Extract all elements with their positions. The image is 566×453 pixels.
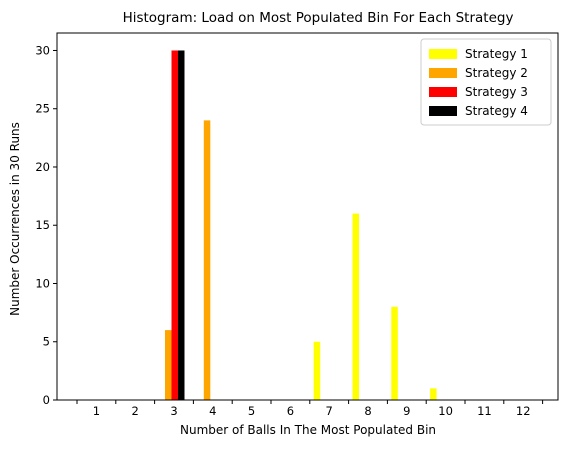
legend-swatch — [429, 106, 457, 116]
x-axis-label: Number of Balls In The Most Populated Bi… — [180, 423, 436, 437]
plot-frame — [56, 32, 559, 401]
y-axis-label: Number Occurrences in 30 Runs — [8, 122, 22, 316]
y-tick-label: 5 — [43, 335, 50, 349]
x-tick-label: 11 — [477, 404, 492, 418]
bar-strategy-1-8 — [352, 213, 359, 400]
bar-strategy-1-10 — [430, 388, 437, 400]
x-tick-label: 10 — [438, 404, 453, 418]
y-tick-label: 15 — [35, 218, 50, 232]
bar-strategy-2-4 — [203, 120, 211, 400]
bar-strategy-3-3 — [171, 50, 178, 400]
bars-layer — [165, 50, 437, 400]
x-tick-label: 12 — [516, 404, 531, 418]
legend: Strategy 1 Strategy 2 Strategy 3 Strategy 4 — [420, 38, 552, 126]
legend-entry-label: Strategy 4 — [465, 104, 528, 118]
chart-title: Histogram: Load on Most Populated Bin Fo… — [123, 10, 514, 26]
bar-strategy-2-3 — [165, 330, 172, 400]
x-tick-label: 8 — [364, 404, 371, 418]
legend-entry-label: Strategy 2 — [465, 66, 528, 80]
x-tick-label: 1 — [93, 404, 100, 418]
y-tick-label: 10 — [35, 276, 50, 290]
x-tick-label: 4 — [209, 404, 216, 418]
legend-entry-label: Strategy 3 — [465, 85, 528, 99]
x-tick-label: 3 — [170, 404, 177, 418]
x-tick-label: 5 — [248, 404, 255, 418]
y-tick-label: 0 — [43, 393, 50, 407]
x-tick-label: 2 — [132, 404, 139, 418]
legend-swatch — [429, 49, 457, 59]
y-tick-label: 20 — [35, 160, 50, 174]
legend-swatch — [429, 68, 457, 78]
x-tick-label: 9 — [403, 404, 410, 418]
x-tick-label: 6 — [287, 404, 294, 418]
legend-box — [420, 38, 552, 126]
y-tick-label: 30 — [35, 43, 50, 57]
bar-strategy-4-3 — [178, 50, 185, 400]
legend-entry-label: Strategy 1 — [465, 47, 528, 61]
legend-swatch — [429, 87, 457, 97]
y-tick-label: 25 — [35, 102, 50, 116]
x-tick-label: 7 — [326, 404, 333, 418]
bar-strategy-1-7 — [313, 341, 321, 400]
bar-strategy-1-9 — [391, 306, 398, 400]
